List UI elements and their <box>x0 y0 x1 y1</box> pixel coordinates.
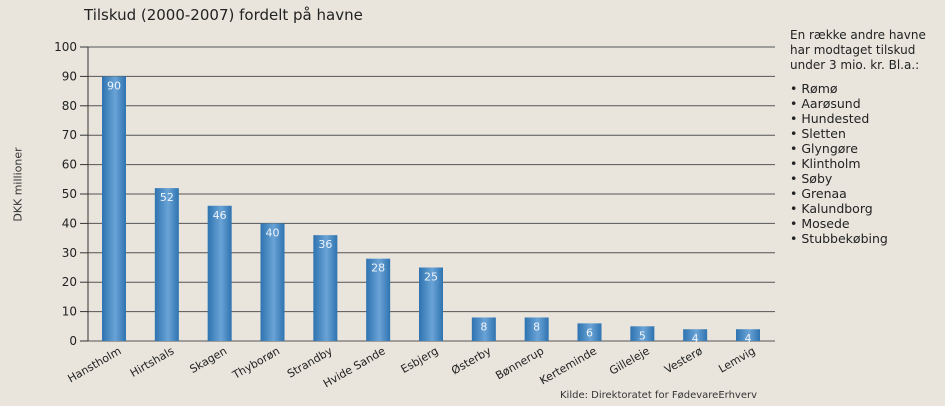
data-label: 5 <box>639 329 646 342</box>
y-tick-label: 90 <box>62 69 77 83</box>
harbour-item: Aarøsund <box>790 96 940 111</box>
data-label: 4 <box>745 332 752 345</box>
y-tick-label: 0 <box>69 334 77 348</box>
y-tick-label: 30 <box>62 246 77 260</box>
data-label: 40 <box>266 226 280 239</box>
data-label: 36 <box>318 238 332 251</box>
data-label: 6 <box>586 326 593 339</box>
harbour-item: Kalundborg <box>790 201 940 216</box>
bar <box>419 267 443 341</box>
data-label: 25 <box>424 271 438 284</box>
bar <box>207 205 232 341</box>
data-label: 52 <box>160 191 174 204</box>
bar <box>313 235 338 341</box>
y-tick-label: 80 <box>62 99 77 113</box>
data-label: 28 <box>371 262 385 275</box>
y-tick-label: 20 <box>62 275 77 289</box>
bar <box>471 317 496 341</box>
y-tick-label: 70 <box>62 128 77 142</box>
x-tick-label: Skagen <box>187 344 229 376</box>
bar <box>683 329 708 341</box>
data-label: 8 <box>480 320 487 333</box>
harbour-list: Rømø Aarøsund Hundested Sletten Glyngøre… <box>790 81 940 246</box>
harbour-item: Sletten <box>790 126 940 141</box>
note-intro: En række andre havne har modtaget tilsku… <box>790 28 926 72</box>
harbour-item: Hundested <box>790 111 940 126</box>
y-tick-label: 40 <box>62 216 77 230</box>
x-tick-label: Vesterø <box>662 344 705 376</box>
x-tick-label: Esbjerg <box>399 344 441 376</box>
harbour-item: Rømø <box>790 81 940 96</box>
harbour-item: Stubbekøbing <box>790 231 940 246</box>
x-tick-label: Gilleleje <box>607 344 652 377</box>
bar <box>366 258 391 341</box>
harbour-item: Grenaa <box>790 186 940 201</box>
x-tick-label: Hirtshals <box>128 344 177 380</box>
data-label: 4 <box>692 332 699 345</box>
bar <box>577 323 602 341</box>
data-label: 8 <box>533 320 540 333</box>
x-tick-label: Østerby <box>449 344 494 377</box>
chart-title: Tilskud (2000-2007) fordelt på havne <box>84 6 363 24</box>
other-harbours-note: En række andre havne har modtaget tilsku… <box>790 28 940 246</box>
x-tick-label: Kerteminde <box>537 344 599 387</box>
harbour-item: Glyngøre <box>790 141 940 156</box>
bar <box>524 317 549 341</box>
x-tick-label: Thyborøn <box>229 344 282 382</box>
bar <box>154 188 179 341</box>
harbour-item: Klintholm <box>790 156 940 171</box>
y-tick-label: 10 <box>62 305 77 319</box>
harbour-item: Mosede <box>790 216 940 231</box>
x-tick-label: Lemvig <box>716 344 757 375</box>
bar <box>102 76 126 342</box>
y-tick-label: 50 <box>62 187 77 201</box>
bar <box>736 329 760 341</box>
harbour-item: Søby <box>790 171 940 186</box>
bar <box>630 326 655 341</box>
x-tick-label: Hanstholm <box>65 344 123 385</box>
data-label: 90 <box>107 79 121 92</box>
y-tick-label: 60 <box>62 158 77 172</box>
source-credit: Kilde: Direktoratet for FødevareErhverv <box>560 390 758 401</box>
y-tick-label: 100 <box>54 40 77 54</box>
bar <box>260 223 285 341</box>
data-label: 46 <box>213 209 227 222</box>
